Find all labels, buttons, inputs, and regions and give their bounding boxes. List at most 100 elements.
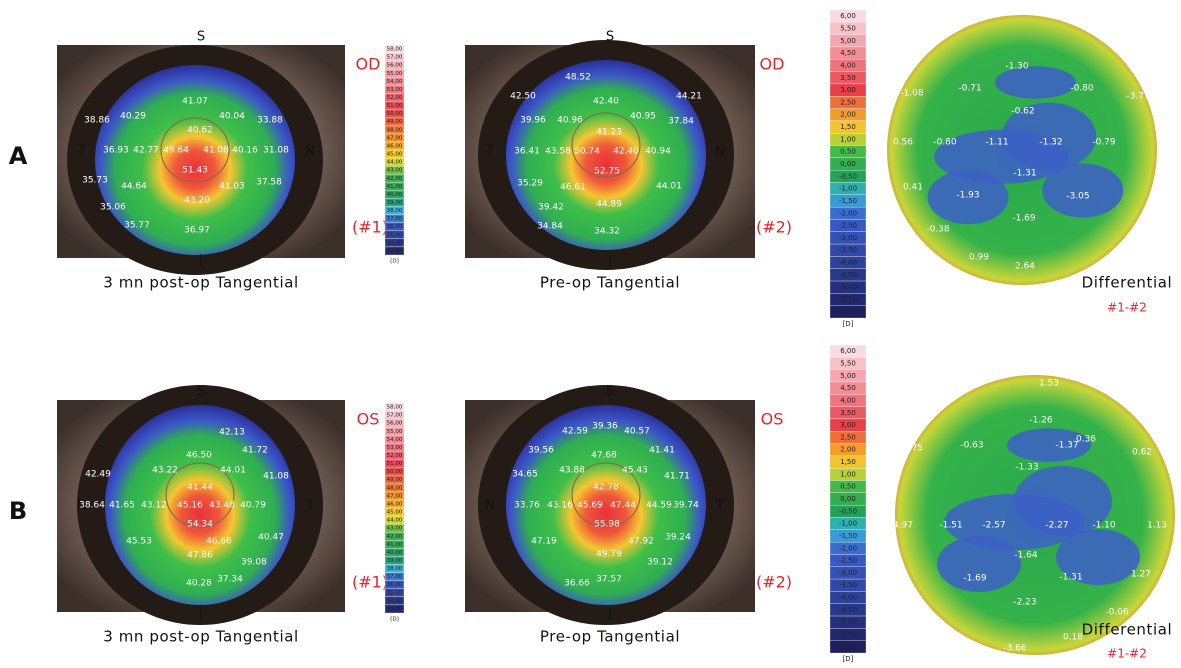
map-value: 35.06 [100, 203, 126, 213]
scale-label: 5,00 [840, 37, 856, 45]
scale-label: -3,50 [839, 246, 857, 254]
map-value: 39.36 [592, 422, 618, 432]
diff-value: -1.32 [1039, 138, 1062, 148]
scale-label: 54,00 [387, 79, 403, 85]
caption: 3 mn post-op Tangential [103, 274, 299, 292]
scale-label: 6,00 [840, 347, 856, 355]
diff-value: -0.71 [958, 84, 981, 94]
map-value: 43.88 [559, 466, 585, 476]
scale-label: -0,50 [839, 507, 857, 515]
scale-unit: [D] [390, 617, 399, 623]
map-value: 37.57 [596, 575, 622, 585]
map-value: 54.34 [187, 520, 213, 530]
scale-label: 0,00 [840, 495, 856, 503]
scale-label: 57,00 [387, 55, 403, 61]
diff-value: -1.33 [1015, 463, 1038, 473]
map-value: 39.12 [647, 558, 673, 568]
map-value: 34.84 [537, 222, 563, 232]
diff-value: -2.57 [982, 521, 1005, 531]
orientation-left: N [485, 499, 495, 514]
scale-label: -5,00 [839, 283, 857, 291]
scale-label: 46,00 [387, 501, 403, 507]
scale-label: 2,00 [840, 446, 856, 454]
scale-label: -3,00 [839, 234, 857, 242]
blue-zone [937, 536, 1021, 592]
scale-label: 43,00 [387, 526, 403, 532]
map-value: 35.73 [82, 176, 108, 186]
map-value: 35.29 [517, 179, 543, 189]
map-value: 43.58 [545, 147, 571, 157]
orientation-right: T [715, 499, 724, 514]
caption: Pre-op Tangential [540, 628, 680, 646]
scale-label: 37,00 [387, 574, 403, 580]
diff-caption: Differential [1082, 274, 1173, 292]
orientation-left: T [77, 144, 86, 159]
diff-value: 0.56 [893, 138, 913, 148]
scale-label: 3,00 [840, 86, 856, 94]
diff-value: -1.11 [985, 138, 1008, 148]
map-value: 39.56 [528, 446, 554, 456]
figure: ASTNOD(#1)3 mn post-op Tangential41.0740… [0, 0, 1181, 668]
eye-label: OD [760, 55, 785, 74]
scale-label: 44,00 [387, 160, 403, 166]
map-value: 47.19 [531, 537, 557, 547]
map-value: 34.32 [594, 227, 620, 237]
map-value: 40.29 [120, 112, 146, 122]
scale-label: 51,00 [387, 461, 403, 467]
map-value: 45.69 [577, 501, 603, 511]
diff-value: -1.31 [1059, 573, 1082, 583]
scale-label: -4,00 [839, 259, 857, 267]
map-value: 39.24 [665, 533, 691, 543]
scale-label: 35,00 [387, 590, 403, 596]
scale-label: -2,00 [839, 209, 857, 217]
map-value: 33.88 [257, 116, 283, 126]
map-value: 45.16 [177, 501, 203, 511]
map-value: 40.62 [187, 126, 213, 136]
eye-label: OS [761, 410, 784, 429]
map-value: 41.41 [649, 446, 675, 456]
map-value: 44.21 [676, 92, 702, 102]
map-value: 43.22 [152, 466, 178, 476]
orientation-right: N [305, 144, 315, 159]
map-value: 42.40 [593, 97, 619, 107]
map-value: 39.08 [241, 558, 267, 568]
diff-value: -1.26 [1029, 416, 1053, 426]
scale-label: -6,00 [839, 308, 857, 316]
map-value: 52.75 [594, 167, 620, 177]
scale-label: 3,00 [840, 421, 856, 429]
scale-label: 6,00 [840, 12, 856, 20]
scale-label: 2,50 [840, 433, 856, 441]
diff-value: 0.99 [969, 253, 989, 263]
map-value: 40.96 [557, 116, 583, 126]
scale-label: 49,00 [387, 477, 403, 483]
map-value: 39.42 [538, 203, 564, 213]
scale-label: 48,00 [387, 485, 403, 491]
scale-label: 0,50 [840, 148, 856, 156]
scale-label: 44,00 [387, 518, 403, 524]
map-value: 43.12 [141, 501, 167, 511]
scale-label: 4,50 [840, 384, 856, 392]
map-value: 40.94 [645, 147, 671, 157]
scale-label: 35,00 [387, 232, 403, 238]
scale-label: 1,50 [840, 458, 856, 466]
orientation-top: S [606, 30, 614, 45]
scale-label: 42,00 [387, 176, 403, 182]
map-value: 38.64 [79, 501, 105, 511]
map-value: 40.79 [240, 501, 266, 511]
map-value: 39.96 [520, 116, 546, 126]
scale-label: 1,00 [840, 135, 856, 143]
diff-code: #1-#2 [1107, 647, 1147, 661]
map-value: 43.20 [184, 196, 210, 206]
scale-label: 50,00 [387, 111, 403, 117]
diff-code: #1-#2 [1107, 301, 1147, 315]
scale-label: 34,00 [387, 598, 403, 604]
scale-label: -5,50 [839, 296, 857, 304]
scale-label: 56,00 [387, 63, 403, 69]
map-value: 43.16 [547, 501, 573, 511]
diff-value: 1.13 [1147, 521, 1167, 531]
map-value: 37.34 [217, 575, 243, 585]
eye-label: OS [357, 410, 380, 429]
scale-label: -4,50 [839, 606, 857, 614]
map-value: 44.01 [656, 182, 682, 192]
scale-label: 5,50 [840, 359, 856, 367]
